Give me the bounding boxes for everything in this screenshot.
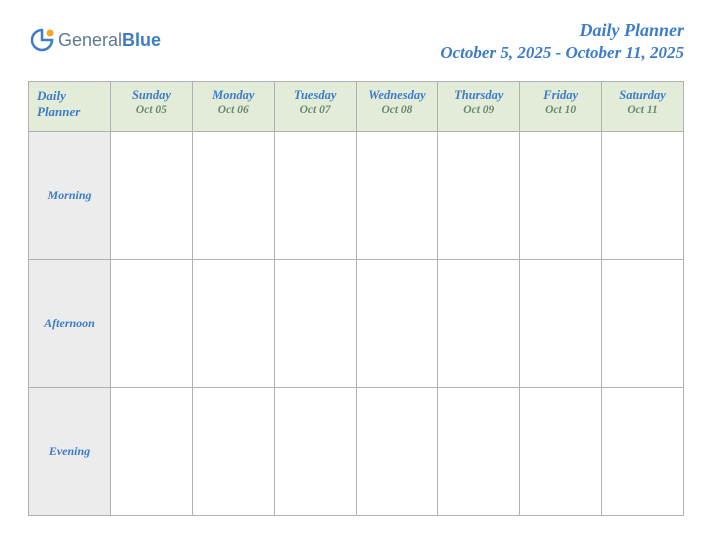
entry-cell[interactable] — [520, 388, 602, 516]
day-name: Monday — [193, 88, 274, 103]
day-name: Tuesday — [275, 88, 356, 103]
day-date: Oct 06 — [193, 104, 274, 116]
row-evening: Evening — [29, 388, 684, 516]
title-block: Daily Planner October 5, 2025 - October … — [440, 20, 684, 63]
day-head-mon: Monday Oct 06 — [192, 82, 274, 132]
entry-cell[interactable] — [520, 132, 602, 260]
entry-cell[interactable] — [192, 132, 274, 260]
entry-cell[interactable] — [192, 260, 274, 388]
day-date: Oct 07 — [275, 104, 356, 116]
planner-table: Daily Planner Sunday Oct 05 Monday Oct 0… — [28, 81, 684, 516]
day-head-sun: Sunday Oct 05 — [111, 82, 193, 132]
logo-icon — [28, 26, 56, 54]
day-head-tue: Tuesday Oct 07 — [274, 82, 356, 132]
page-title: Daily Planner — [440, 20, 684, 41]
day-date: Oct 05 — [111, 104, 192, 116]
day-date: Oct 11 — [602, 104, 683, 116]
entry-cell[interactable] — [274, 132, 356, 260]
entry-cell[interactable] — [356, 260, 438, 388]
day-date: Oct 08 — [357, 104, 438, 116]
corner-cell: Daily Planner — [29, 82, 111, 132]
logo: GeneralBlue — [28, 20, 161, 54]
date-range: October 5, 2025 - October 11, 2025 — [440, 43, 684, 63]
logo-text: GeneralBlue — [58, 30, 161, 51]
period-evening: Evening — [29, 388, 111, 516]
day-head-thu: Thursday Oct 09 — [438, 82, 520, 132]
logo-text-blue: Blue — [122, 30, 161, 50]
header: GeneralBlue Daily Planner October 5, 202… — [28, 20, 684, 63]
period-morning: Morning — [29, 132, 111, 260]
entry-cell[interactable] — [356, 132, 438, 260]
entry-cell[interactable] — [356, 388, 438, 516]
day-name: Friday — [520, 88, 601, 103]
day-head-sat: Saturday Oct 11 — [602, 82, 684, 132]
entry-cell[interactable] — [111, 388, 193, 516]
row-afternoon: Afternoon — [29, 260, 684, 388]
day-head-wed: Wednesday Oct 08 — [356, 82, 438, 132]
entry-cell[interactable] — [520, 260, 602, 388]
row-morning: Morning — [29, 132, 684, 260]
logo-text-general: General — [58, 30, 122, 50]
entry-cell[interactable] — [438, 260, 520, 388]
entry-cell[interactable] — [602, 132, 684, 260]
day-date: Oct 10 — [520, 104, 601, 116]
entry-cell[interactable] — [438, 388, 520, 516]
day-date: Oct 09 — [438, 104, 519, 116]
day-name: Wednesday — [357, 88, 438, 103]
day-name: Thursday — [438, 88, 519, 103]
period-afternoon: Afternoon — [29, 260, 111, 388]
entry-cell[interactable] — [274, 388, 356, 516]
entry-cell[interactable] — [111, 260, 193, 388]
day-name: Sunday — [111, 88, 192, 103]
day-name: Saturday — [602, 88, 683, 103]
entry-cell[interactable] — [602, 388, 684, 516]
entry-cell[interactable] — [602, 260, 684, 388]
day-head-fri: Friday Oct 10 — [520, 82, 602, 132]
entry-cell[interactable] — [111, 132, 193, 260]
entry-cell[interactable] — [438, 132, 520, 260]
header-row: Daily Planner Sunday Oct 05 Monday Oct 0… — [29, 82, 684, 132]
entry-cell[interactable] — [192, 388, 274, 516]
entry-cell[interactable] — [274, 260, 356, 388]
